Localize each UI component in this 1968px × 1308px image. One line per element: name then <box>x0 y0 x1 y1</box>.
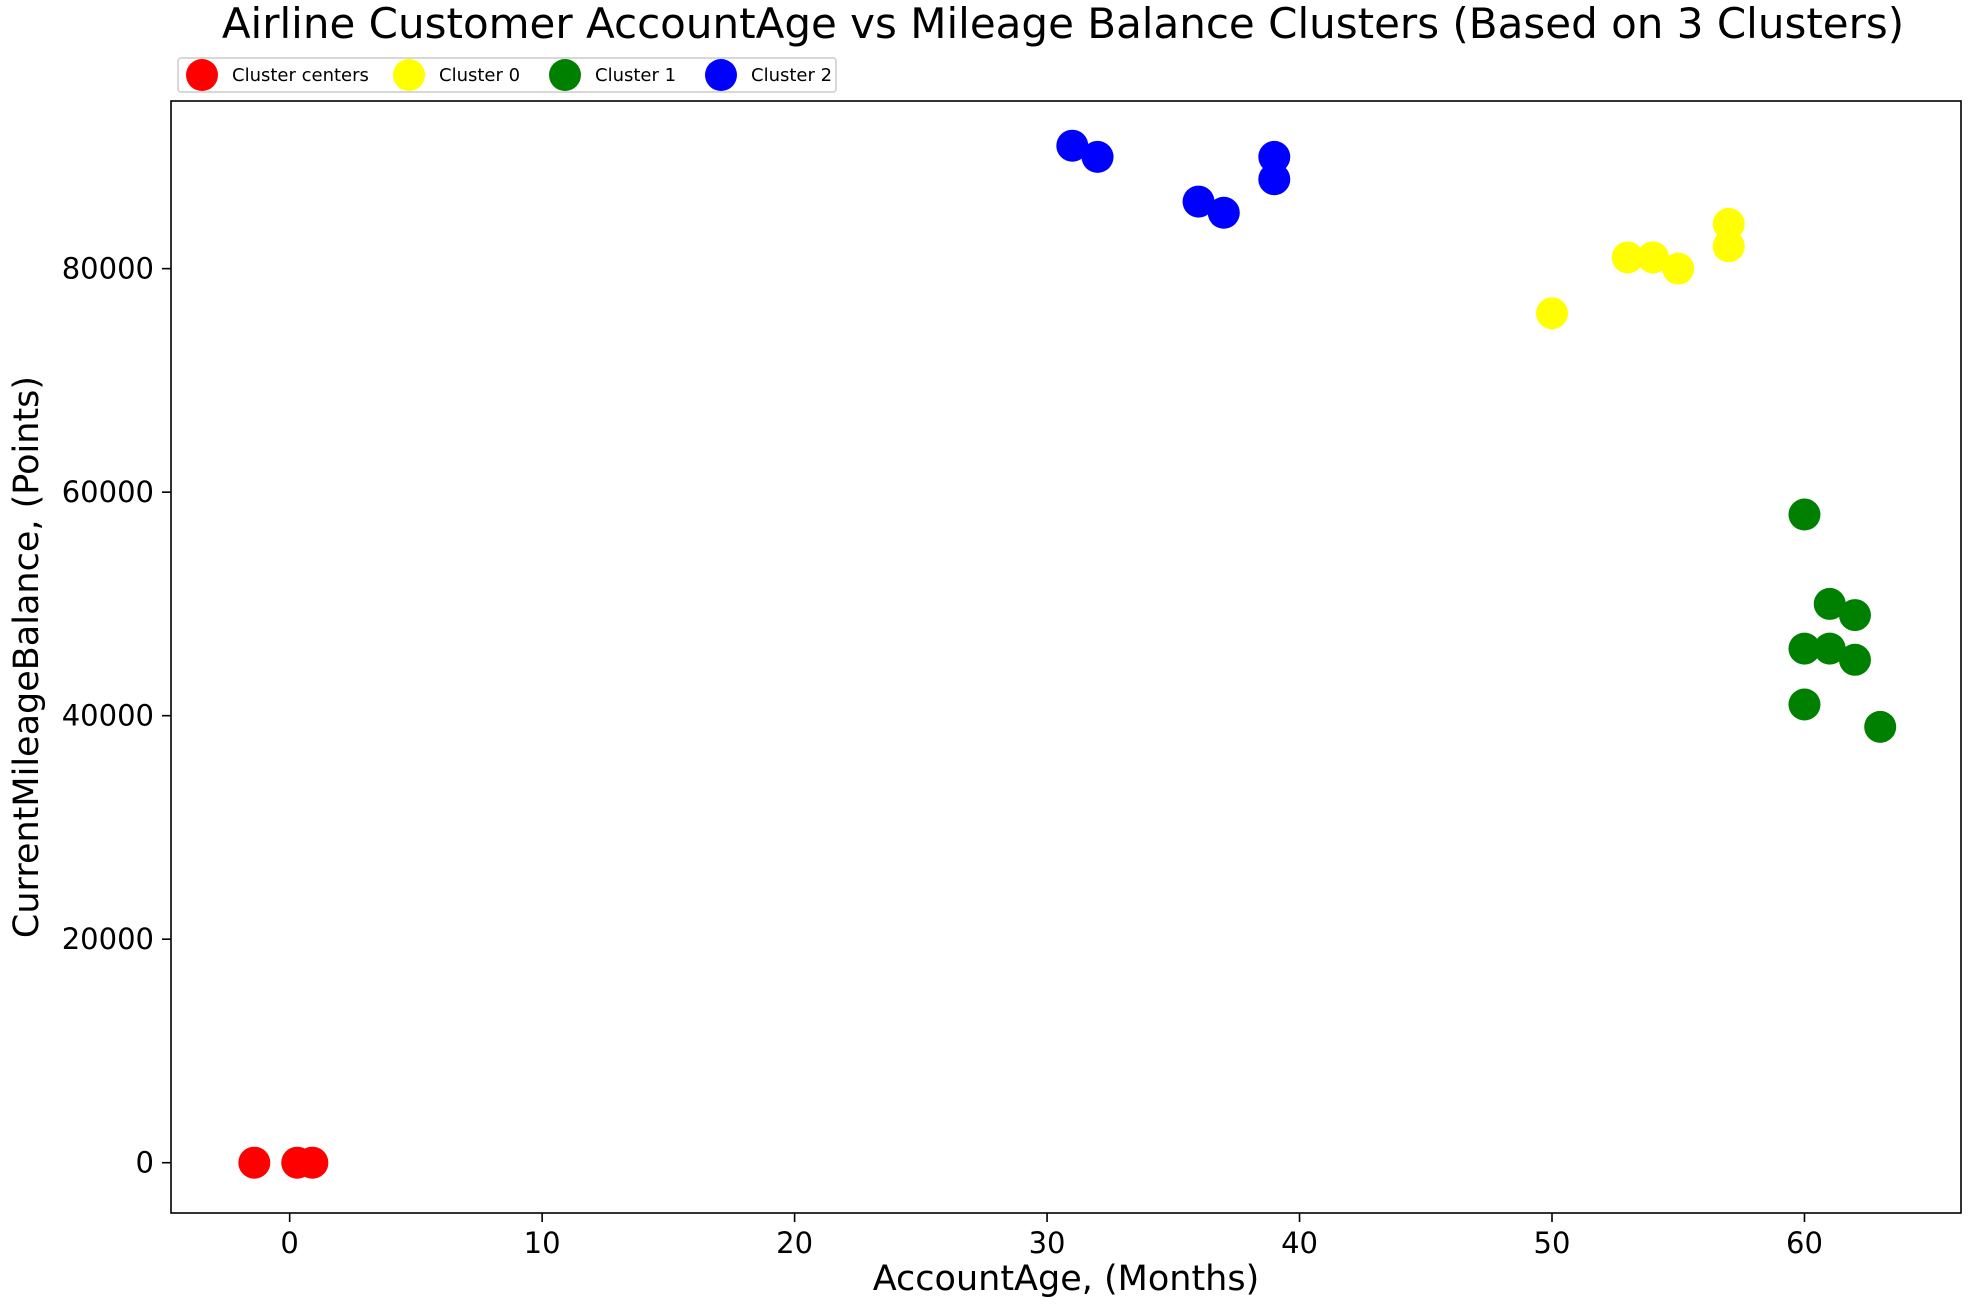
data-point <box>1611 241 1644 274</box>
x-tick-label: 20 <box>776 1226 813 1260</box>
x-tick-label: 60 <box>1786 1226 1823 1260</box>
data-point <box>1788 498 1821 531</box>
legend-marker <box>549 59 581 91</box>
data-point <box>1258 140 1291 173</box>
data-point <box>1712 230 1745 263</box>
plot-area: 0 10 20 30 40 50 60 0 20000 40000 60000 80000 <box>62 100 1962 1260</box>
legend-label: Cluster centers <box>232 65 369 86</box>
x-tick-label: 50 <box>1534 1226 1571 1260</box>
y-tick-label: 60000 <box>62 475 154 509</box>
data-point <box>1712 207 1745 240</box>
x-axis: 0 10 20 30 40 50 60 <box>280 1213 1823 1260</box>
x-tick-label: 0 <box>280 1226 298 1260</box>
legend-label: Cluster 1 <box>595 65 676 86</box>
legend-label: Cluster 0 <box>439 65 520 86</box>
data-point <box>1788 688 1821 721</box>
data-point <box>1662 252 1695 285</box>
data-point <box>1536 297 1569 330</box>
series-cluster-2 <box>1056 129 1291 229</box>
legend: Cluster centers Cluster 0 Cluster 1 Cluster… <box>177 57 837 93</box>
y-tick-label: 80000 <box>62 252 154 286</box>
data-point <box>1182 185 1215 218</box>
data-point <box>1207 196 1240 229</box>
data-point <box>1813 587 1846 620</box>
data-points <box>238 129 1897 1179</box>
legend-marker <box>705 59 737 91</box>
y-tick-label: 40000 <box>62 699 154 733</box>
data-point <box>1056 129 1089 162</box>
x-axis-label: AccountAge, (Months) <box>873 1259 1260 1299</box>
data-point <box>1838 599 1871 632</box>
data-point <box>1636 241 1669 274</box>
x-tick-label: 10 <box>524 1226 561 1260</box>
x-tick-label: 40 <box>1281 1226 1318 1260</box>
y-axis: 0 20000 40000 60000 80000 <box>62 252 171 1180</box>
y-tick-label: 20000 <box>62 922 154 956</box>
legend-marker <box>186 59 218 91</box>
x-tick-label: 30 <box>1029 1226 1066 1260</box>
data-point <box>238 1146 271 1179</box>
series-cluster-centers <box>238 1146 329 1179</box>
data-point <box>1813 632 1846 665</box>
series-cluster-0 <box>1536 207 1745 330</box>
data-point <box>1864 710 1897 743</box>
series-cluster-1 <box>1788 498 1897 743</box>
plot-frame <box>170 100 1962 1214</box>
data-point <box>1258 163 1291 196</box>
data-point <box>1838 643 1871 676</box>
legend-box <box>177 57 837 93</box>
y-tick-label: 0 <box>136 1146 154 1180</box>
data-point <box>1788 632 1821 665</box>
data-point <box>296 1146 329 1179</box>
legend-marker <box>393 59 425 91</box>
chart-title: Airline Customer AccountAge vs Mileage B… <box>222 0 1904 48</box>
y-axis-label: CurrentMileageBalance, (Points) <box>7 376 47 938</box>
data-point <box>1081 140 1114 173</box>
legend-label: Cluster 2 <box>751 65 832 86</box>
